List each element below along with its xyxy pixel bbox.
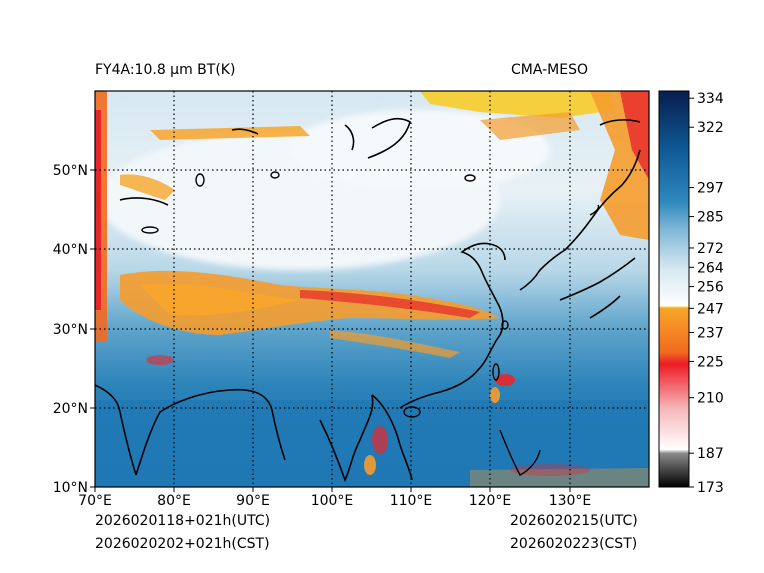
y-tick-label: 20°N (53, 401, 88, 417)
coastlines (95, 117, 641, 483)
satellite-imagery (95, 91, 649, 487)
gridlines (95, 91, 649, 487)
y-tick-label: 10°N (53, 480, 88, 496)
x-axis: 70°E 80°E 90°E 100°E 110°E 120°E 130°E (78, 487, 591, 509)
colorbar-tick-label: 297 (697, 181, 724, 197)
colorbar: 173 187 210 225 237 247 256 264 272 285 297 322 334 (658, 90, 724, 496)
chart-title-left: FY4A:10.8 µm BT(K) (95, 62, 236, 78)
colorbar-tick-label: 173 (697, 480, 724, 496)
map-frame (94, 90, 650, 488)
x-tick-label: 130°E (549, 493, 592, 509)
y-axis: 10°N 20°N 30°N 40°N 50°N (53, 163, 95, 496)
x-tick-label: 110°E (390, 493, 433, 509)
x-tick-label: 120°E (469, 493, 512, 509)
colorbar-tick-label: 225 (697, 354, 724, 370)
colorbar-tick-label: 256 (697, 280, 724, 296)
colorbar-tick-label: 272 (697, 241, 724, 257)
colorbar-tick-label: 237 (697, 325, 724, 341)
colorbar-tick-label: 285 (697, 210, 724, 226)
y-tick-label: 40°N (53, 242, 88, 258)
chart-title-right: CMA-MESO (511, 62, 589, 78)
colorbar-tick-label: 264 (697, 260, 724, 276)
x-tick-label: 100°E (311, 493, 354, 509)
islands (141, 171, 600, 476)
colorbar-tick-label: 210 (697, 391, 724, 407)
colorbar-tick-label: 334 (697, 91, 724, 107)
footer-valid-cst: 2026020223(CST) (510, 536, 638, 552)
colorbar-gradient (658, 90, 690, 488)
footer-valid-utc: 2026020215(UTC) (510, 513, 638, 529)
colorbar-tick-label: 247 (697, 301, 724, 317)
x-tick-label: 90°E (236, 493, 270, 509)
x-tick-label: 80°E (157, 493, 191, 509)
y-tick-label: 50°N (53, 163, 88, 179)
footer-init-utc: 2026020118+021h(UTC) (95, 513, 271, 529)
y-tick-label: 30°N (53, 322, 88, 338)
x-tick-label: 70°E (78, 493, 112, 509)
colorbar-tick-label: 187 (697, 446, 724, 462)
colorbar-ticks: 173 187 210 225 237 247 256 264 272 285 297 322 334 (689, 91, 724, 496)
footer-init-cst: 2026020202+021h(CST) (95, 536, 270, 552)
colorbar-tick-label: 322 (697, 120, 724, 136)
